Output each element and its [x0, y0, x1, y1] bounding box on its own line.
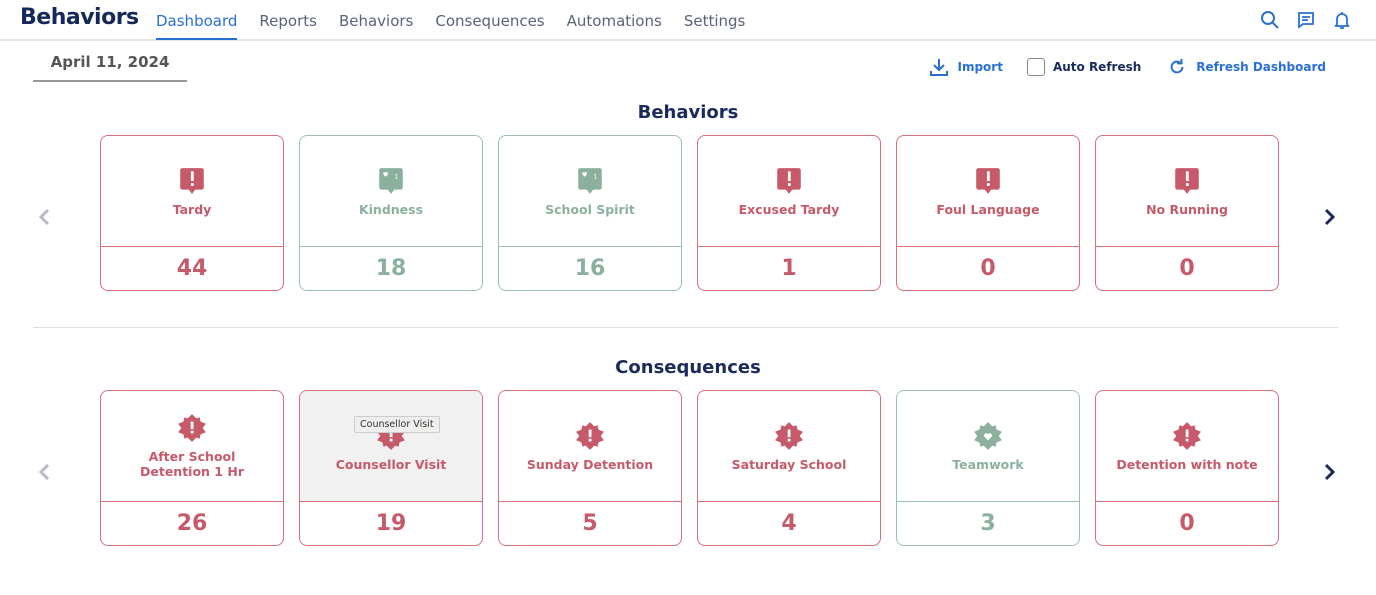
refresh-icon [1170, 58, 1184, 74]
card-label: No Running [1146, 201, 1228, 217]
card-header: Teamwork [897, 391, 1079, 502]
behavior-card[interactable]: 1 Kindness 18 [299, 135, 483, 291]
card-label: Excused Tardy [738, 201, 840, 217]
import-button[interactable]: Import [929, 57, 1003, 77]
card-label: After School Detention 1 Hr [140, 449, 244, 479]
main-nav: Dashboard Reports Behaviors Consequences… [156, 0, 745, 40]
behaviors-row: Tardy 44 1 Kindness 18 1 School Spirit 16 Excuse… [100, 135, 1279, 291]
tab-reports[interactable]: Reports [259, 12, 317, 30]
card-header: Detention with note [1096, 391, 1278, 502]
consequences-heading: Consequences [615, 357, 761, 378]
auto-refresh-label: Auto Refresh [1052, 60, 1142, 74]
card-header: After School Detention 1 Hr [101, 391, 283, 502]
behavior-card[interactable]: Foul Language 0 [896, 135, 1080, 291]
card-count: 4 [781, 511, 797, 536]
alert-puzzle-icon [775, 421, 803, 450]
card-count: 44 [176, 256, 208, 281]
alert-puzzle-icon [178, 414, 206, 442]
card-header: No Running [1096, 136, 1278, 247]
alert-puzzle-icon [1173, 421, 1201, 450]
card-header: 1 Kindness [300, 136, 482, 247]
consequence-card[interactable]: Detention with note 0 [1095, 390, 1279, 546]
refresh-dashboard-button[interactable]: Refresh Dashboard [1168, 58, 1326, 76]
download-icon [930, 59, 949, 76]
card-count: 0 [1179, 256, 1195, 281]
alert-icon [777, 167, 801, 194]
behavior-card[interactable]: Tardy 44 [100, 135, 284, 291]
heart-badge-icon: 1 [578, 167, 602, 194]
card-header: 1 School Spirit [499, 136, 681, 247]
card-label: Sunday Detention [526, 456, 654, 472]
consequences-next-arrow[interactable] [1319, 462, 1339, 482]
consequence-card[interactable]: Teamwork 3 [896, 390, 1080, 546]
card-count: 19 [375, 511, 407, 536]
section-divider [33, 327, 1338, 328]
behaviors-prev-arrow[interactable] [35, 207, 55, 227]
auto-refresh-toggle[interactable]: Auto Refresh [1026, 58, 1142, 76]
card-label: School Spirit [545, 201, 635, 217]
messages-icon[interactable] [1296, 10, 1316, 30]
tab-consequences[interactable]: Consequences [435, 12, 545, 30]
card-header: Saturday School [698, 391, 880, 502]
svg-text:1: 1 [394, 172, 398, 180]
consequences-row: After School Detention 1 Hr 26 Counsellor … [100, 390, 1279, 546]
heart-puzzle-icon [974, 421, 1002, 450]
card-header: Excused Tardy [698, 136, 880, 247]
consequence-card[interactable]: Sunday Detention 5 [498, 390, 682, 546]
search-icon[interactable] [1260, 10, 1280, 30]
card-count: 5 [582, 511, 598, 536]
consequence-card[interactable]: After School Detention 1 Hr 26 [100, 390, 284, 546]
card-count: 18 [375, 256, 407, 281]
alert-icon [180, 167, 204, 194]
tooltip: Counsellor Visit [354, 416, 440, 433]
heart-badge-icon: 1 [379, 167, 403, 194]
date-selector[interactable]: April 11, 2024 [33, 53, 187, 82]
card-count: 1 [781, 256, 797, 281]
top-bar: Behaviors Dashboard Reports Behaviors Co… [0, 0, 1376, 41]
tab-behaviors[interactable]: Behaviors [338, 12, 414, 30]
alert-icon [1175, 167, 1199, 194]
behaviors-heading: Behaviors [637, 102, 739, 123]
tab-settings[interactable]: Settings [683, 12, 746, 30]
card-label: Teamwork [952, 456, 1024, 472]
behavior-card[interactable]: 1 School Spirit 16 [498, 135, 682, 291]
app-logo: Behaviors [20, 5, 139, 30]
card-label: Tardy [172, 201, 212, 217]
behavior-card[interactable]: Excused Tardy 1 [697, 135, 881, 291]
alert-puzzle-icon [576, 421, 604, 450]
bell-icon[interactable] [1332, 10, 1352, 30]
card-header: Counsellor Visit Counsellor Visit [300, 391, 482, 502]
card-label: Saturday School [731, 456, 847, 472]
auto-refresh-checkbox[interactable] [1026, 58, 1045, 76]
behaviors-next-arrow[interactable] [1319, 207, 1339, 227]
tab-dashboard[interactable]: Dashboard [156, 0, 238, 40]
import-label: Import [957, 60, 1003, 74]
card-label: Foul Language [936, 201, 1040, 217]
card-label: Kindness [358, 201, 424, 217]
alert-icon [976, 167, 1000, 194]
card-label: Detention with note [1116, 456, 1258, 472]
card-header: Tardy [101, 136, 283, 247]
consequence-card[interactable]: Saturday School 4 [697, 390, 881, 546]
consequence-card[interactable]: Counsellor Visit Counsellor Visit 19 [299, 390, 483, 546]
card-count: 16 [574, 256, 606, 281]
consequences-prev-arrow[interactable] [35, 462, 55, 482]
card-count: 0 [1179, 511, 1195, 536]
svg-text:1: 1 [593, 172, 597, 180]
card-label: Counsellor Visit [335, 456, 447, 472]
card-count: 0 [980, 256, 996, 281]
card-count: 26 [176, 511, 208, 536]
card-header: Sunday Detention [499, 391, 681, 502]
tab-automations[interactable]: Automations [566, 12, 662, 30]
card-count: 3 [980, 511, 996, 536]
behavior-card[interactable]: No Running 0 [1095, 135, 1279, 291]
refresh-label: Refresh Dashboard [1196, 60, 1326, 74]
card-header: Foul Language [897, 136, 1079, 247]
